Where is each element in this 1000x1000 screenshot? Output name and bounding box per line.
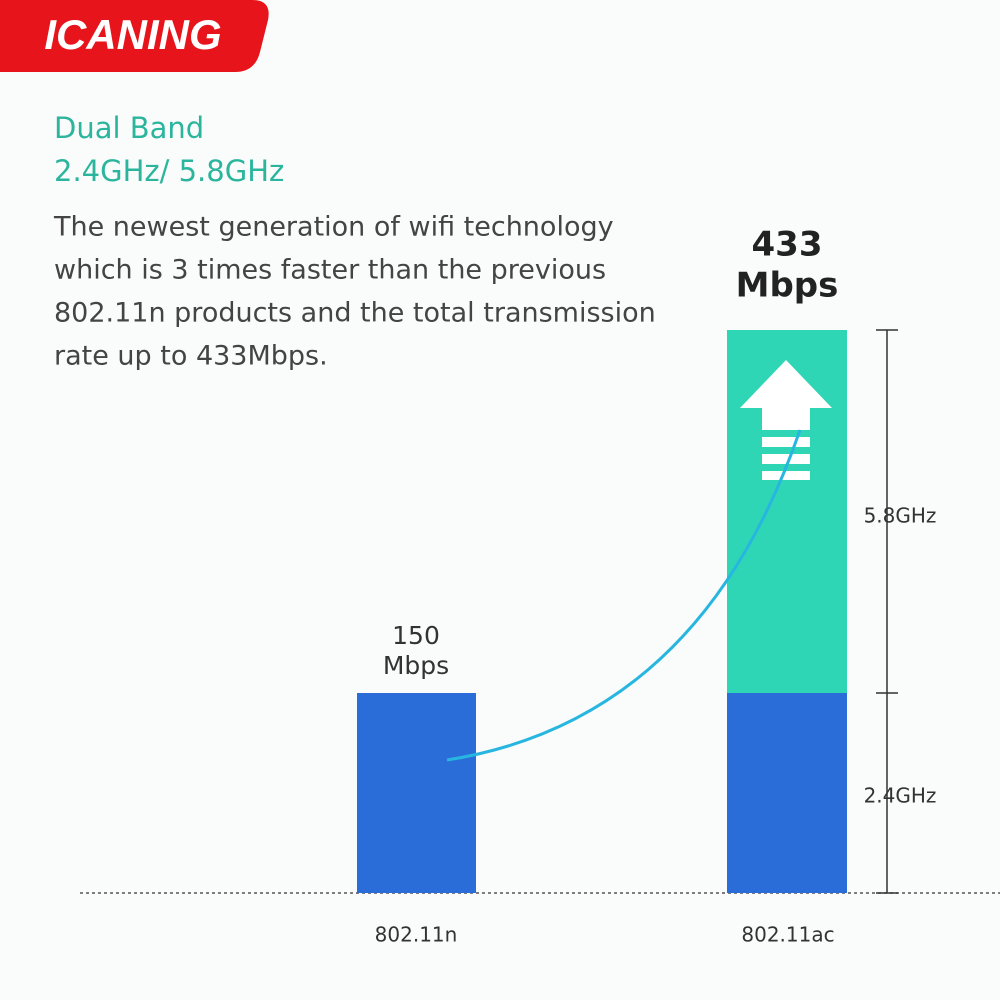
bar-unit: Mbps (736, 266, 839, 306)
description-line: rate up to 433Mbps. (54, 341, 328, 372)
growth-curve (446, 429, 802, 762)
bracket (876, 329, 898, 894)
segment-label: 2.4GHz (864, 784, 937, 808)
bar-label: 802.11ac (741, 923, 834, 947)
logo: ICANING (44, 11, 221, 58)
bar-unit: Mbps (383, 651, 449, 680)
description: The newest generation of wifi technology… (53, 212, 656, 372)
description-line: The newest generation of wifi technology (53, 212, 614, 243)
subtitle: 2.4GHz/ 5.8GHz (54, 154, 284, 188)
bar-segment (727, 693, 847, 893)
bar-value: 150 (392, 621, 440, 650)
title: Dual Band (54, 111, 204, 145)
segment-label: 5.8GHz (864, 504, 937, 528)
logo-badge (0, 0, 269, 72)
arrow-icon (740, 360, 832, 480)
description-line: 802.11n products and the total transmiss… (54, 298, 656, 329)
bar (357, 693, 476, 893)
bar-value: 433 (752, 225, 823, 265)
description-line: which is 3 times faster than the previou… (54, 255, 606, 286)
bar-label: 802.11n (375, 923, 458, 947)
